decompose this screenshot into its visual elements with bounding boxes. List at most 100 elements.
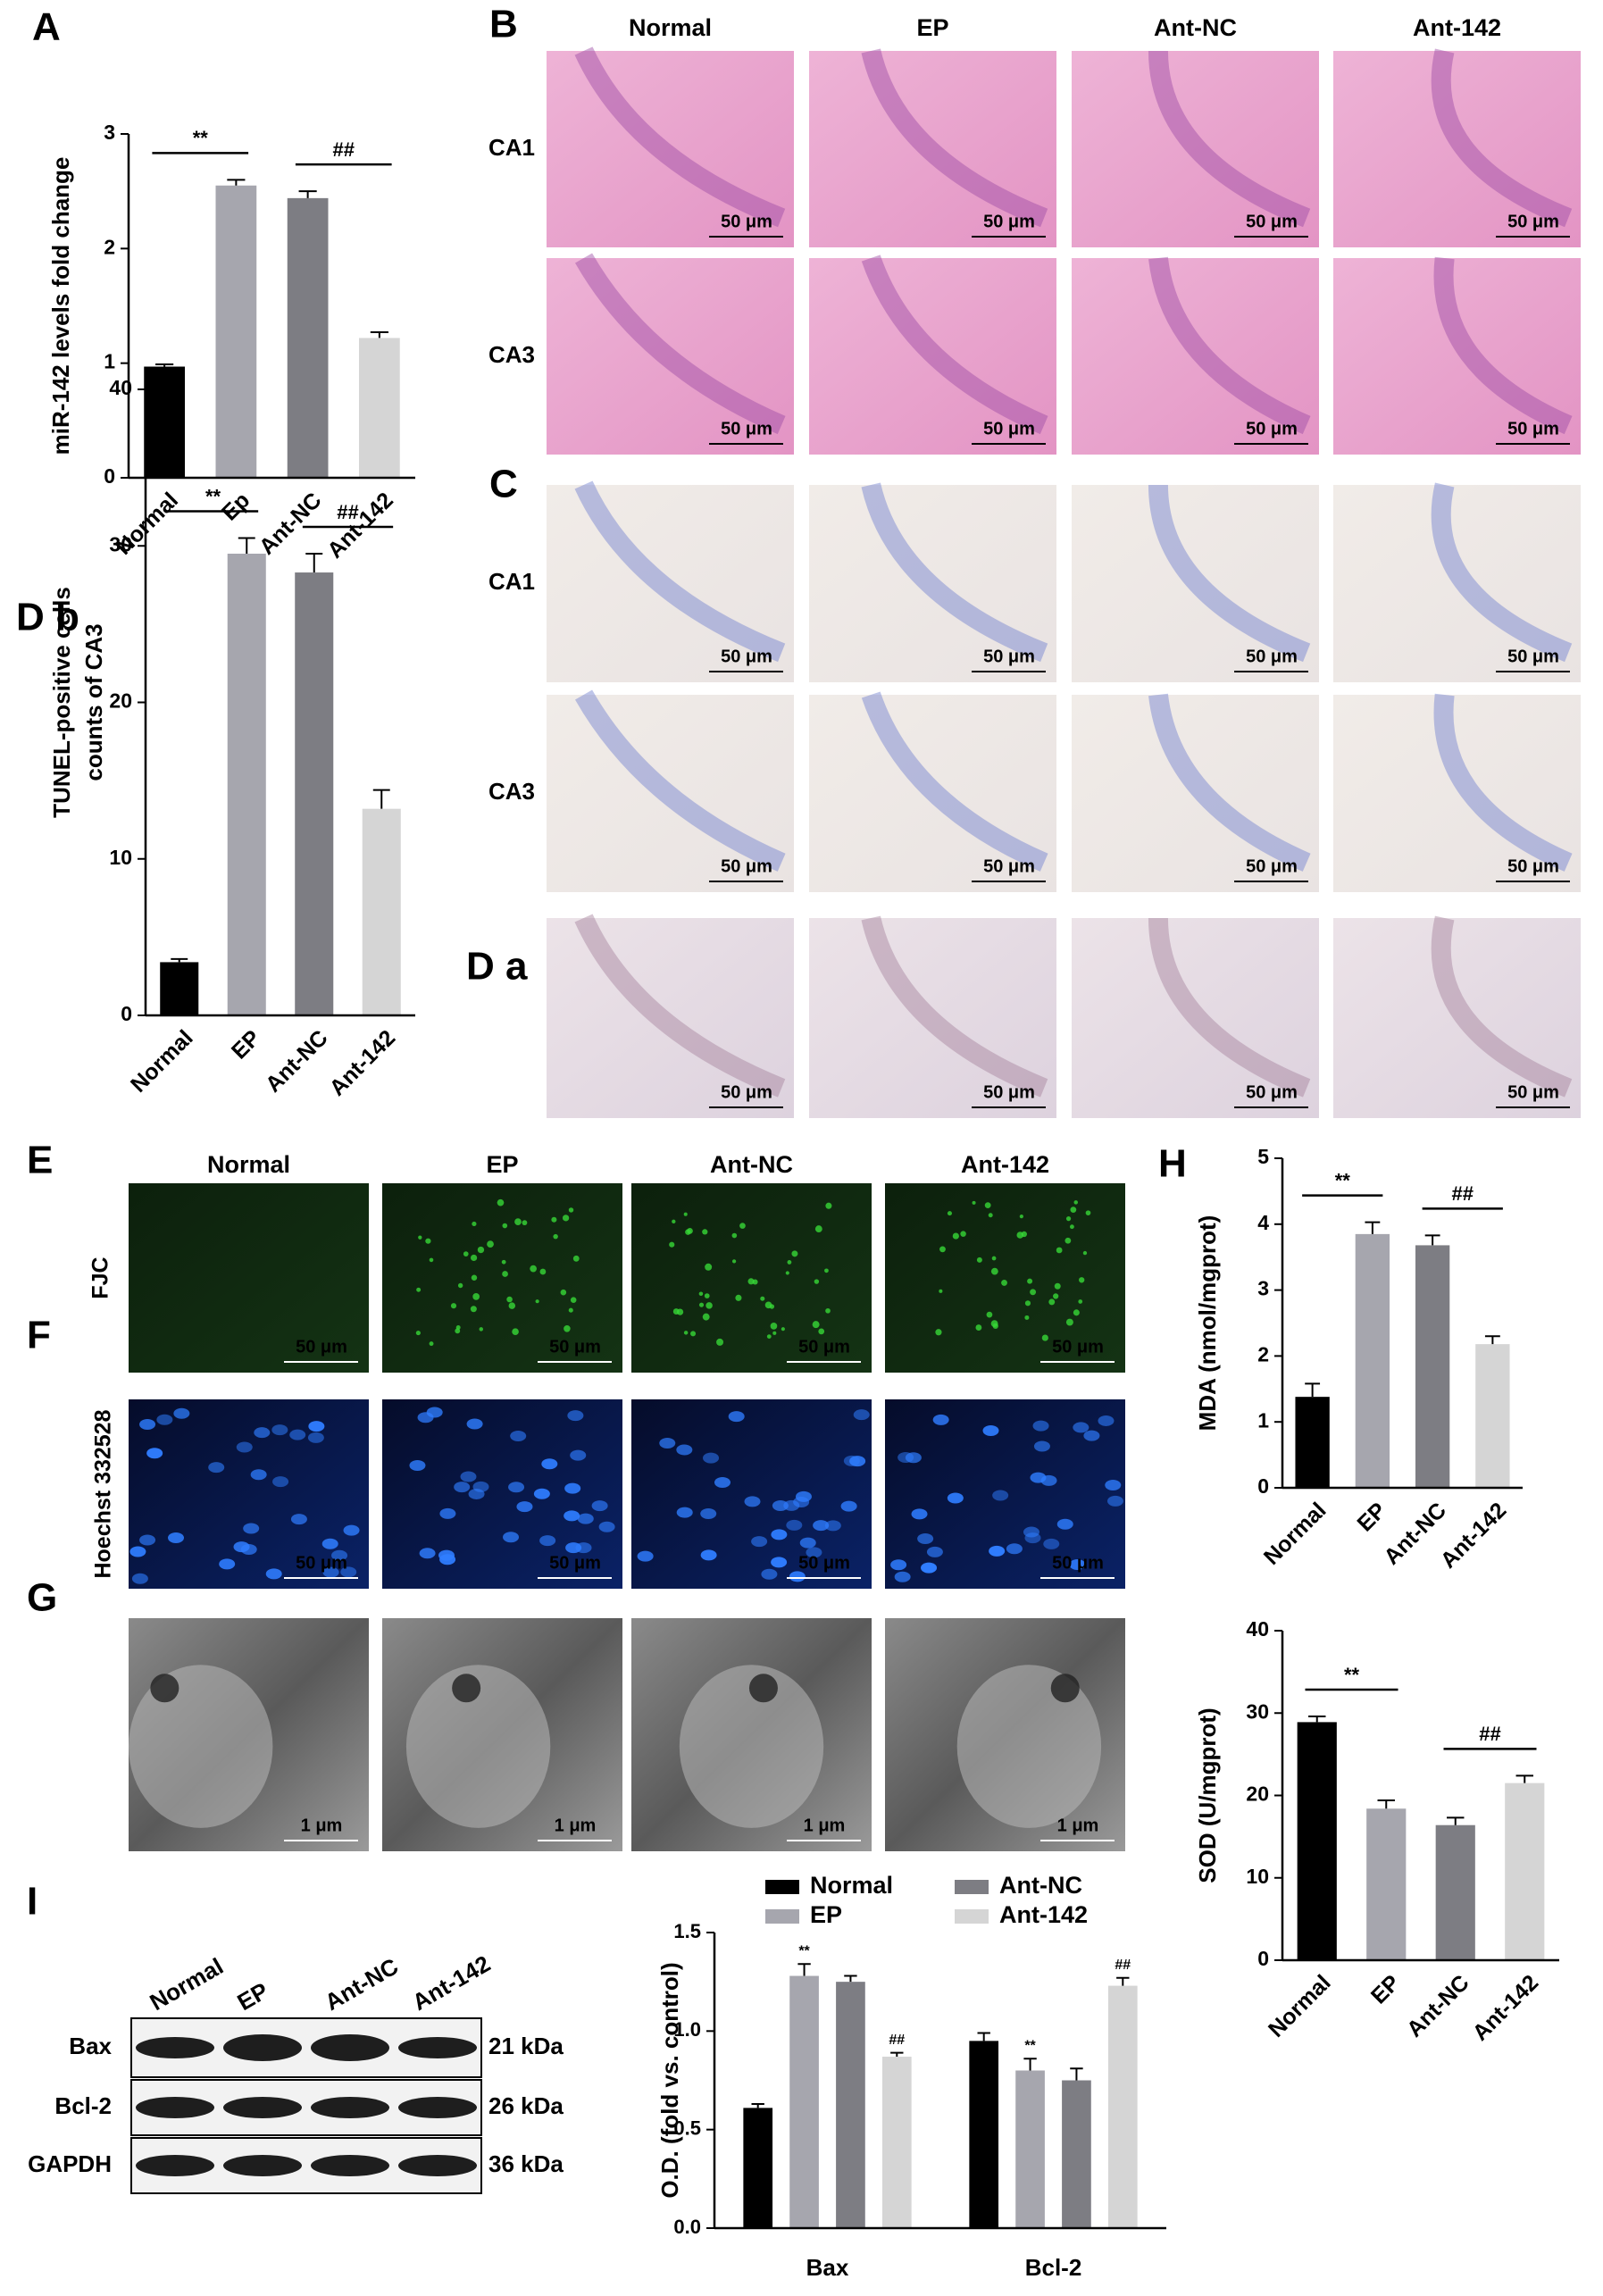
nucleus: [539, 1535, 556, 1547]
protein-label: Bcl-2: [54, 2092, 112, 2119]
bar: [1415, 1245, 1450, 1488]
cell: [479, 1327, 484, 1332]
cell-layer: [575, 253, 786, 435]
cell: [825, 1307, 831, 1314]
scale-bar-label: 50 μm: [798, 1553, 850, 1573]
nucleus: [591, 1500, 608, 1512]
nucleus: [466, 1418, 483, 1430]
column-header: Ant-142: [1413, 14, 1501, 41]
y-tick-label: 0: [1257, 1474, 1269, 1498]
cell: [1064, 1237, 1072, 1244]
cell: [1053, 1293, 1059, 1299]
y-tick-label: 40: [1246, 1617, 1269, 1641]
nucleus: [1056, 1518, 1073, 1530]
column-header: Ant-NC: [1154, 14, 1237, 41]
nucleus: [1073, 1422, 1090, 1433]
cell: [1085, 1210, 1091, 1215]
cell: [676, 1308, 684, 1315]
cell: [766, 1334, 772, 1339]
nucleus: [503, 1532, 520, 1543]
nucleus: [439, 1554, 456, 1565]
nucleus: [840, 1500, 857, 1512]
bar: [789, 1975, 819, 2228]
bar: [144, 366, 185, 478]
cell: [705, 1302, 713, 1309]
significance-mark: **: [1024, 2038, 1036, 2053]
bar: [227, 554, 266, 1015]
significance-mark: ##: [1115, 1958, 1131, 1973]
nucleolus: [1050, 1674, 1080, 1703]
panel-label: F: [27, 1314, 51, 1357]
nucleus: [1105, 1479, 1122, 1490]
micrograph: [1072, 258, 1319, 455]
cell: [824, 1268, 829, 1273]
size-label: 26 kDa: [488, 2092, 564, 2119]
error-bar: [1377, 1799, 1395, 1809]
cell: [418, 1235, 422, 1240]
cell: [752, 1279, 758, 1285]
nucleus: [131, 1573, 148, 1584]
nucleus: [1106, 1495, 1123, 1507]
micrograph: [809, 695, 1056, 892]
nucleus: [129, 1546, 146, 1557]
cell: [506, 1296, 513, 1303]
cell: [560, 1289, 567, 1296]
cell-layer: [861, 482, 1048, 663]
cell: [564, 1325, 571, 1332]
nucleus: [728, 1411, 745, 1423]
nucleus: [824, 1520, 841, 1532]
cell: [1048, 1298, 1056, 1306]
error-bar: [298, 190, 317, 198]
blot-band: [136, 2155, 214, 2176]
nucleus: [789, 1571, 806, 1582]
nucleus: [1083, 1430, 1100, 1441]
row-label: CA3: [488, 778, 535, 805]
cell: [1030, 1289, 1037, 1296]
cell: [470, 1306, 477, 1313]
cell-layer: [1431, 915, 1573, 1098]
cell: [1024, 1315, 1030, 1320]
nucleus: [156, 1414, 173, 1425]
nucleus: [744, 1496, 761, 1507]
bar: [1435, 1824, 1475, 1960]
micrograph: [1333, 918, 1581, 1118]
nucleus: [472, 1481, 489, 1492]
micrograph: [1333, 258, 1581, 455]
error-bar: [1484, 1335, 1500, 1345]
micrograph: [1333, 51, 1581, 247]
bar: [743, 2108, 773, 2228]
scale-bar-label: 50 μm: [1507, 856, 1559, 876]
nucleus: [679, 1665, 824, 1828]
error-bar: [1447, 1816, 1465, 1825]
scale-bar-label: 50 μm: [983, 212, 1035, 231]
cell: [991, 1256, 997, 1261]
cell-layer: [574, 480, 786, 663]
legend-label: EP: [810, 1901, 842, 1928]
nucleus: [598, 1521, 615, 1532]
nucleus: [783, 1499, 800, 1511]
y-tick-label: 0.5: [673, 2116, 701, 2139]
column-header: Normal: [207, 1151, 290, 1178]
nucleus: [460, 1471, 477, 1482]
significance-label: ##: [1479, 1723, 1500, 1745]
nucleus: [533, 1488, 550, 1499]
nucleus: [761, 1568, 778, 1580]
cell: [814, 1279, 820, 1284]
column-header: Ant-142: [961, 1151, 1049, 1178]
nucleus: [799, 1537, 816, 1549]
error-bar: [305, 553, 323, 573]
cell: [690, 1331, 697, 1337]
scale-bar-label: 1 μm: [804, 1816, 846, 1835]
panel-label: C: [489, 463, 518, 506]
panel-label: A: [32, 5, 61, 49]
cell: [572, 1255, 580, 1262]
micrograph: [129, 1183, 369, 1373]
nucleus: [921, 1562, 938, 1574]
nucleus: [331, 1549, 348, 1561]
bar: [1366, 1808, 1407, 1960]
blot-band: [223, 2155, 302, 2176]
nucleus: [271, 1424, 288, 1436]
size-label: 36 kDa: [488, 2150, 564, 2177]
nucleus: [637, 1550, 654, 1562]
row-label: CA1: [488, 134, 535, 161]
